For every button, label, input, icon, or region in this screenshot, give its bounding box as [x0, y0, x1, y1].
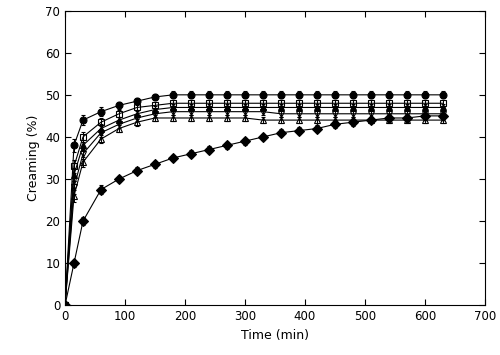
X-axis label: Time (min): Time (min) [241, 329, 309, 342]
Y-axis label: Creaming (%): Creaming (%) [26, 115, 40, 201]
